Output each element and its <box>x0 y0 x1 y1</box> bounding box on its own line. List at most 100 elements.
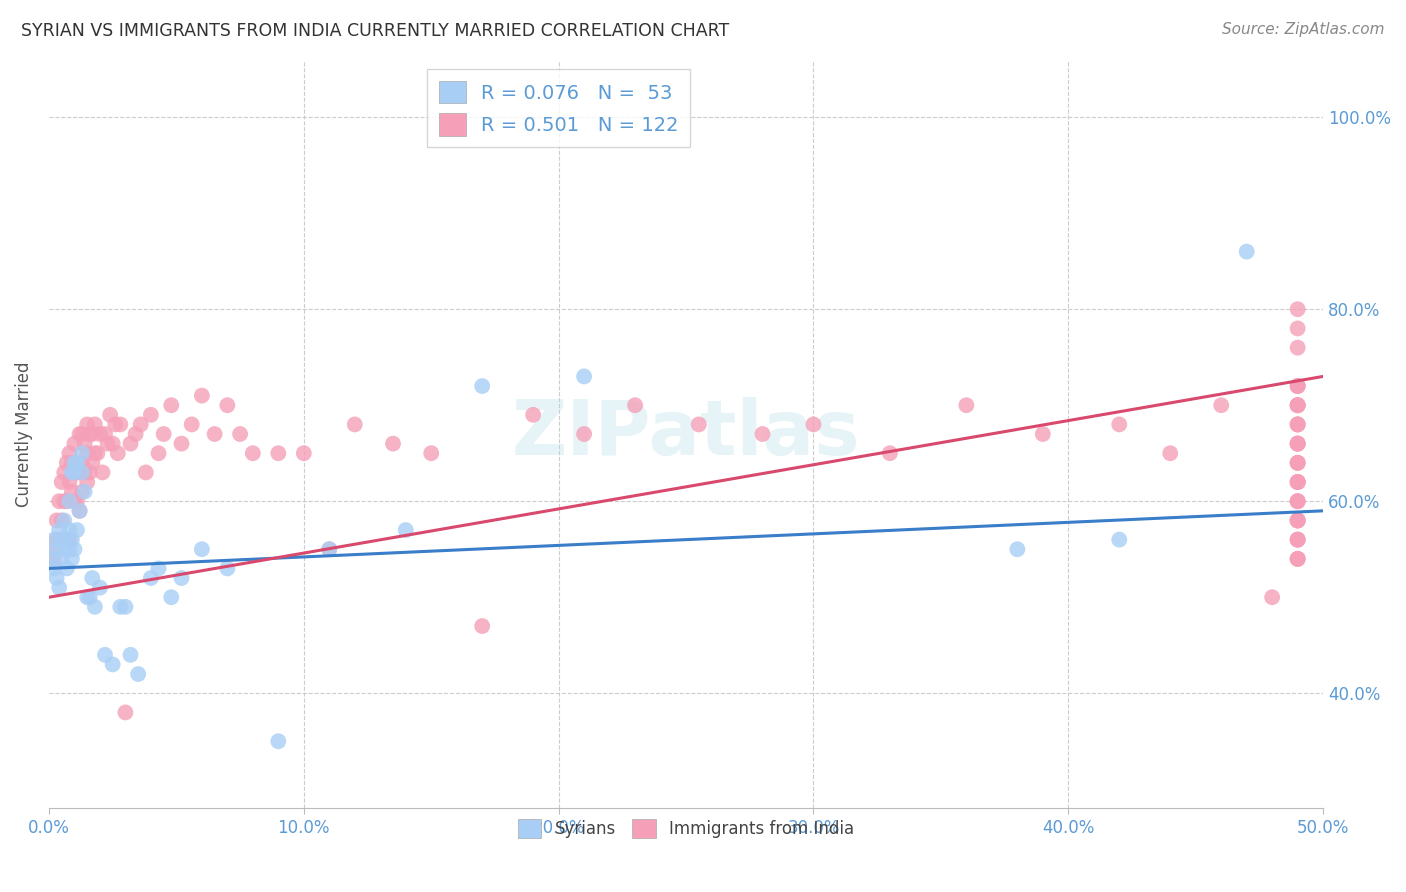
Point <box>70 466 93 480</box>
Point <box>51 551 73 566</box>
Point <box>53 466 76 480</box>
Point <box>70 456 93 470</box>
Point <box>51 533 73 547</box>
Point <box>76 446 98 460</box>
Point <box>879 446 901 460</box>
Point <box>48 581 70 595</box>
Point <box>1032 427 1054 442</box>
Point <box>120 648 142 662</box>
Point <box>152 427 174 442</box>
Point <box>51 475 73 489</box>
Point <box>82 571 104 585</box>
Point <box>56 456 79 470</box>
Point <box>58 446 80 460</box>
Point <box>1286 533 1309 547</box>
Point <box>1286 379 1309 393</box>
Point <box>66 466 89 480</box>
Point <box>58 533 80 547</box>
Point <box>751 427 773 442</box>
Point <box>63 466 86 480</box>
Point <box>70 484 93 499</box>
Point <box>1286 398 1309 412</box>
Point <box>1286 302 1309 317</box>
Point <box>624 398 647 412</box>
Point <box>60 466 83 480</box>
Point <box>292 446 315 460</box>
Point <box>48 523 70 537</box>
Point <box>107 446 129 460</box>
Point <box>83 417 105 432</box>
Point <box>1286 513 1309 527</box>
Point <box>1286 513 1309 527</box>
Point <box>1286 513 1309 527</box>
Point <box>129 417 152 432</box>
Point <box>1286 398 1309 412</box>
Point <box>170 571 193 585</box>
Point <box>217 561 239 575</box>
Point <box>191 542 214 557</box>
Point <box>1286 551 1309 566</box>
Point <box>101 657 124 672</box>
Point <box>180 417 202 432</box>
Point <box>1236 244 1258 259</box>
Point <box>160 591 183 605</box>
Point <box>267 734 290 748</box>
Point <box>1007 542 1029 557</box>
Point <box>120 436 142 450</box>
Point <box>127 667 149 681</box>
Point <box>1286 513 1309 527</box>
Point <box>110 417 132 432</box>
Point <box>1286 551 1309 566</box>
Point <box>83 599 105 614</box>
Point <box>1286 436 1309 450</box>
Point <box>522 408 544 422</box>
Point <box>1286 456 1309 470</box>
Point <box>94 648 117 662</box>
Point <box>1286 436 1309 450</box>
Point <box>688 417 710 432</box>
Point <box>48 494 70 508</box>
Point <box>803 417 825 432</box>
Point <box>1286 494 1309 508</box>
Point <box>63 466 86 480</box>
Point <box>97 436 120 450</box>
Point <box>1286 475 1309 489</box>
Point <box>420 446 443 460</box>
Point <box>1286 436 1309 450</box>
Point <box>45 542 67 557</box>
Point <box>1286 475 1309 489</box>
Point <box>1286 417 1309 432</box>
Point <box>1286 379 1309 393</box>
Text: ZIPatlas: ZIPatlas <box>512 397 860 471</box>
Point <box>69 466 91 480</box>
Point <box>1286 417 1309 432</box>
Point <box>229 427 252 442</box>
Point <box>60 456 83 470</box>
Point <box>82 427 104 442</box>
Point <box>1286 398 1309 412</box>
Point <box>83 446 105 460</box>
Point <box>66 456 89 470</box>
Point <box>139 408 162 422</box>
Point <box>53 542 76 557</box>
Point <box>41 542 63 557</box>
Point <box>79 591 101 605</box>
Point <box>1286 379 1309 393</box>
Point <box>1286 533 1309 547</box>
Point <box>170 436 193 450</box>
Point <box>69 504 91 518</box>
Point <box>139 571 162 585</box>
Point <box>1286 475 1309 489</box>
Point <box>318 542 340 557</box>
Point <box>42 561 65 575</box>
Point <box>267 446 290 460</box>
Point <box>79 427 101 442</box>
Point <box>1286 475 1309 489</box>
Point <box>56 494 79 508</box>
Text: SYRIAN VS IMMIGRANTS FROM INDIA CURRENTLY MARRIED CORRELATION CHART: SYRIAN VS IMMIGRANTS FROM INDIA CURRENTL… <box>21 22 730 40</box>
Point <box>1286 456 1309 470</box>
Point <box>45 571 67 585</box>
Point <box>471 379 494 393</box>
Point <box>51 513 73 527</box>
Point <box>1286 436 1309 450</box>
